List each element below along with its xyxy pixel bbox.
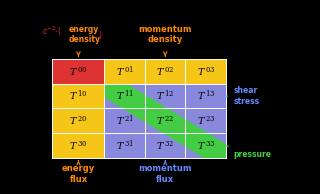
- Text: $T^{\,12}$: $T^{\,12}$: [156, 89, 174, 103]
- Text: $T^{\,30}$: $T^{\,30}$: [69, 139, 88, 152]
- Text: $T^{\,20}$: $T^{\,20}$: [69, 114, 88, 127]
- Text: $T^{\,10}$: $T^{\,10}$: [69, 89, 88, 103]
- Text: $T^{\,02}$: $T^{\,02}$: [156, 65, 174, 78]
- Text: $T^{\,01}$: $T^{\,01}$: [116, 64, 134, 79]
- Text: momentum
flux: momentum flux: [139, 165, 192, 184]
- Text: $T^{\,00}$: $T^{\,00}$: [69, 65, 88, 78]
- Text: $T^{\,33}$: $T^{\,33}$: [196, 139, 215, 152]
- Text: $T^{\,23}$: $T^{\,23}$: [196, 114, 215, 127]
- Text: $T^{\,13}$: $T^{\,13}$: [196, 89, 215, 103]
- Text: pressure: pressure: [226, 145, 271, 159]
- Bar: [52, 133, 104, 158]
- Bar: [52, 108, 104, 133]
- Text: energy
density: energy density: [68, 25, 100, 44]
- Text: $T^{\,22}$: $T^{\,22}$: [156, 114, 174, 127]
- Text: $T^{\,11}$: $T^{\,11}$: [116, 89, 134, 103]
- Text: $)$: $)$: [98, 29, 103, 41]
- Text: $T^{\,31}$: $T^{\,31}$: [116, 138, 134, 153]
- Text: $T^{\,32}$: $T^{\,32}$: [156, 139, 174, 152]
- Bar: [104, 84, 226, 158]
- Text: $c^{-2}{\cdot}($: $c^{-2}{\cdot}($: [43, 25, 62, 38]
- Bar: [52, 59, 104, 84]
- Text: energy
flux: energy flux: [62, 165, 95, 184]
- Polygon shape: [93, 77, 237, 165]
- Text: $T^{\,21}$: $T^{\,21}$: [116, 113, 134, 128]
- Bar: [104, 84, 226, 158]
- Text: momentum
density: momentum density: [139, 25, 192, 44]
- Text: $T^{\,03}$: $T^{\,03}$: [196, 65, 215, 78]
- Bar: [104, 59, 226, 84]
- Bar: [52, 84, 104, 108]
- Text: shear
stress: shear stress: [226, 86, 260, 106]
